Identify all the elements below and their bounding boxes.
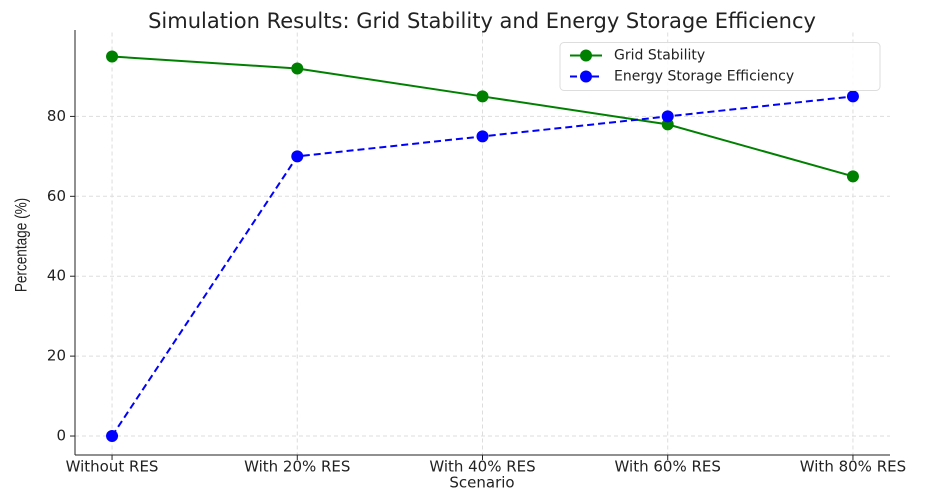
y-tick-label: 60 [47,187,66,205]
x-tick-label: Without RES [66,458,159,476]
y-tick-label: 40 [47,267,66,285]
y-tick-label: 0 [56,427,66,445]
legend-marker [580,49,592,62]
legend-label: Grid Stability [614,48,705,64]
data-point [106,430,119,443]
data-point [661,110,674,123]
data-point [291,62,304,75]
data-point [846,90,859,103]
x-axis-label: Scenario [449,474,514,489]
legend-label: Energy Storage Efficiency [614,69,794,85]
legend-box [559,42,881,91]
data-point [106,50,119,63]
data-point [476,130,489,143]
x-tick-label: With 80% RES [800,458,906,476]
x-tick-label: With 40% RES [429,458,535,476]
data-point [476,90,489,103]
y-tick-label: 80 [47,107,66,125]
data-point [291,150,304,163]
y-tick-label: 20 [47,347,66,365]
legend-marker [580,70,592,83]
chart-title: Simulation Results: Grid Stability and E… [148,9,816,33]
x-tick-label: With 60% RES [615,458,721,476]
x-tick-label: With 20% RES [244,458,350,476]
y-axis-label: Percentage (%) [12,198,31,292]
data-point [846,170,859,183]
